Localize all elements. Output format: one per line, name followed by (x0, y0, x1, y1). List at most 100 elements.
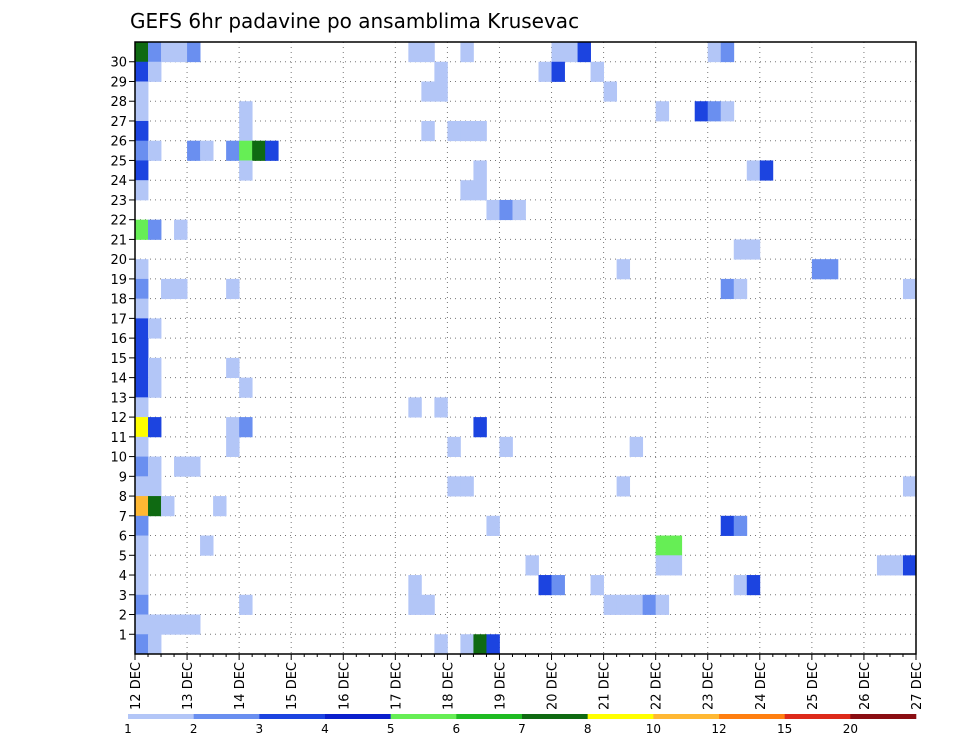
x-tick-label: 27 DEC (910, 662, 925, 710)
precip-cell (421, 120, 435, 142)
precip-cell (590, 61, 604, 82)
precip-cell (447, 476, 461, 497)
precip-cell (616, 476, 631, 497)
precip-cell (148, 219, 162, 240)
x-tick-label: 17 DEC (389, 662, 404, 710)
x-tick-label: 23 DEC (702, 662, 717, 710)
precip-cell (148, 42, 162, 63)
colorbar-segment (193, 714, 260, 719)
precip-cell (174, 614, 188, 635)
colorbar-label: 3 (256, 722, 264, 736)
precip-cell (733, 575, 748, 596)
y-tick-label: 7 (119, 510, 127, 525)
precip-cell (408, 397, 422, 418)
y-tick-label: 3 (119, 589, 127, 604)
y-tick-label: 18 (110, 293, 127, 308)
precip-cell (473, 634, 487, 655)
precip-cell (187, 42, 201, 63)
colorbar-segment (325, 714, 391, 719)
y-tick-label: 25 (110, 154, 127, 169)
colorbar-label: 12 (711, 722, 726, 736)
colorbar-segment (784, 714, 851, 719)
y-tick-label: 28 (110, 95, 127, 110)
precip-cell (473, 180, 487, 201)
precip-cell (538, 575, 552, 596)
precip-cell (226, 278, 240, 300)
colorbar-label: 8 (584, 722, 592, 736)
precip-cell (720, 42, 735, 63)
precip-cell (148, 496, 162, 517)
precip-cell (551, 42, 565, 63)
precip-cell (629, 436, 644, 457)
precip-cell (265, 140, 279, 161)
precip-cell (824, 259, 839, 280)
precip-cell (226, 417, 240, 438)
y-tick-label: 4 (119, 569, 127, 584)
precip-cell (135, 555, 149, 576)
precip-cell (135, 318, 149, 339)
precip-cell (187, 140, 201, 161)
precip-cell (226, 436, 240, 457)
precip-cell (720, 515, 735, 536)
precip-cell (174, 278, 188, 300)
precip-cell (135, 634, 149, 655)
y-tick-label: 29 (110, 75, 127, 90)
precip-cell (148, 634, 162, 655)
colorbar-segment (850, 714, 917, 719)
precip-cell (135, 436, 149, 457)
precip-cell (629, 594, 644, 615)
precip-cell (135, 594, 149, 615)
precip-cell (148, 614, 162, 635)
precip-cell (616, 259, 631, 280)
x-tick-label: 19 DEC (493, 662, 508, 710)
x-tick-label: 14 DEC (233, 662, 248, 710)
colorbar-label: 7 (518, 722, 526, 736)
colorbar-label: 2 (190, 722, 198, 736)
precip-cell (135, 417, 149, 438)
y-tick-label: 17 (110, 312, 127, 327)
x-axis-ticks: 12 DEC 13 DEC 14 DEC 15 DEC 16 DEC 17 DEC 18 D… (129, 654, 925, 710)
precip-cell (408, 42, 422, 63)
colorbar-segment (128, 714, 194, 719)
x-tick-label: 24 DEC (754, 662, 769, 710)
y-tick-label: 13 (110, 391, 127, 406)
precip-cell (603, 81, 618, 102)
x-tick-label: 12 DEC (129, 662, 144, 710)
precip-cell (902, 555, 917, 576)
precip-cell (655, 101, 670, 122)
precip-cell (811, 259, 826, 280)
colorbar-label: 15 (777, 722, 792, 736)
precip-cell (720, 101, 735, 122)
colorbar-label: 20 (843, 722, 858, 736)
precip-cell (135, 259, 149, 280)
colorbar-label: 6 (453, 722, 461, 736)
data-cells (135, 42, 917, 655)
precip-cell (408, 594, 422, 615)
precip-cell (135, 81, 149, 102)
colorbar-segment (719, 714, 785, 719)
precip-cell (135, 476, 149, 497)
precip-cell (460, 476, 474, 497)
precip-cell (551, 61, 565, 82)
precip-cell (668, 555, 683, 576)
colorbar: 1 2 3 4 5 6 7 8 10 12 15 20 (124, 714, 917, 736)
precip-cell (174, 456, 188, 477)
precip-cell (876, 555, 891, 576)
precip-cell (655, 594, 670, 615)
precip-cell (161, 278, 175, 300)
precip-cell (473, 417, 487, 438)
precip-cell (590, 575, 604, 596)
x-tick-label: 20 DEC (546, 662, 561, 710)
precip-cell (655, 555, 670, 576)
colorbar-segment (653, 714, 720, 719)
y-tick-label: 2 (119, 609, 127, 624)
precip-cell (200, 535, 214, 556)
x-tick-label: 16 DEC (337, 662, 352, 710)
precip-cell (512, 199, 526, 221)
precip-cell (447, 120, 461, 142)
precip-cell (135, 101, 149, 122)
precip-cell (226, 357, 240, 379)
precip-cell (499, 199, 513, 221)
y-tick-label: 30 (110, 56, 127, 71)
